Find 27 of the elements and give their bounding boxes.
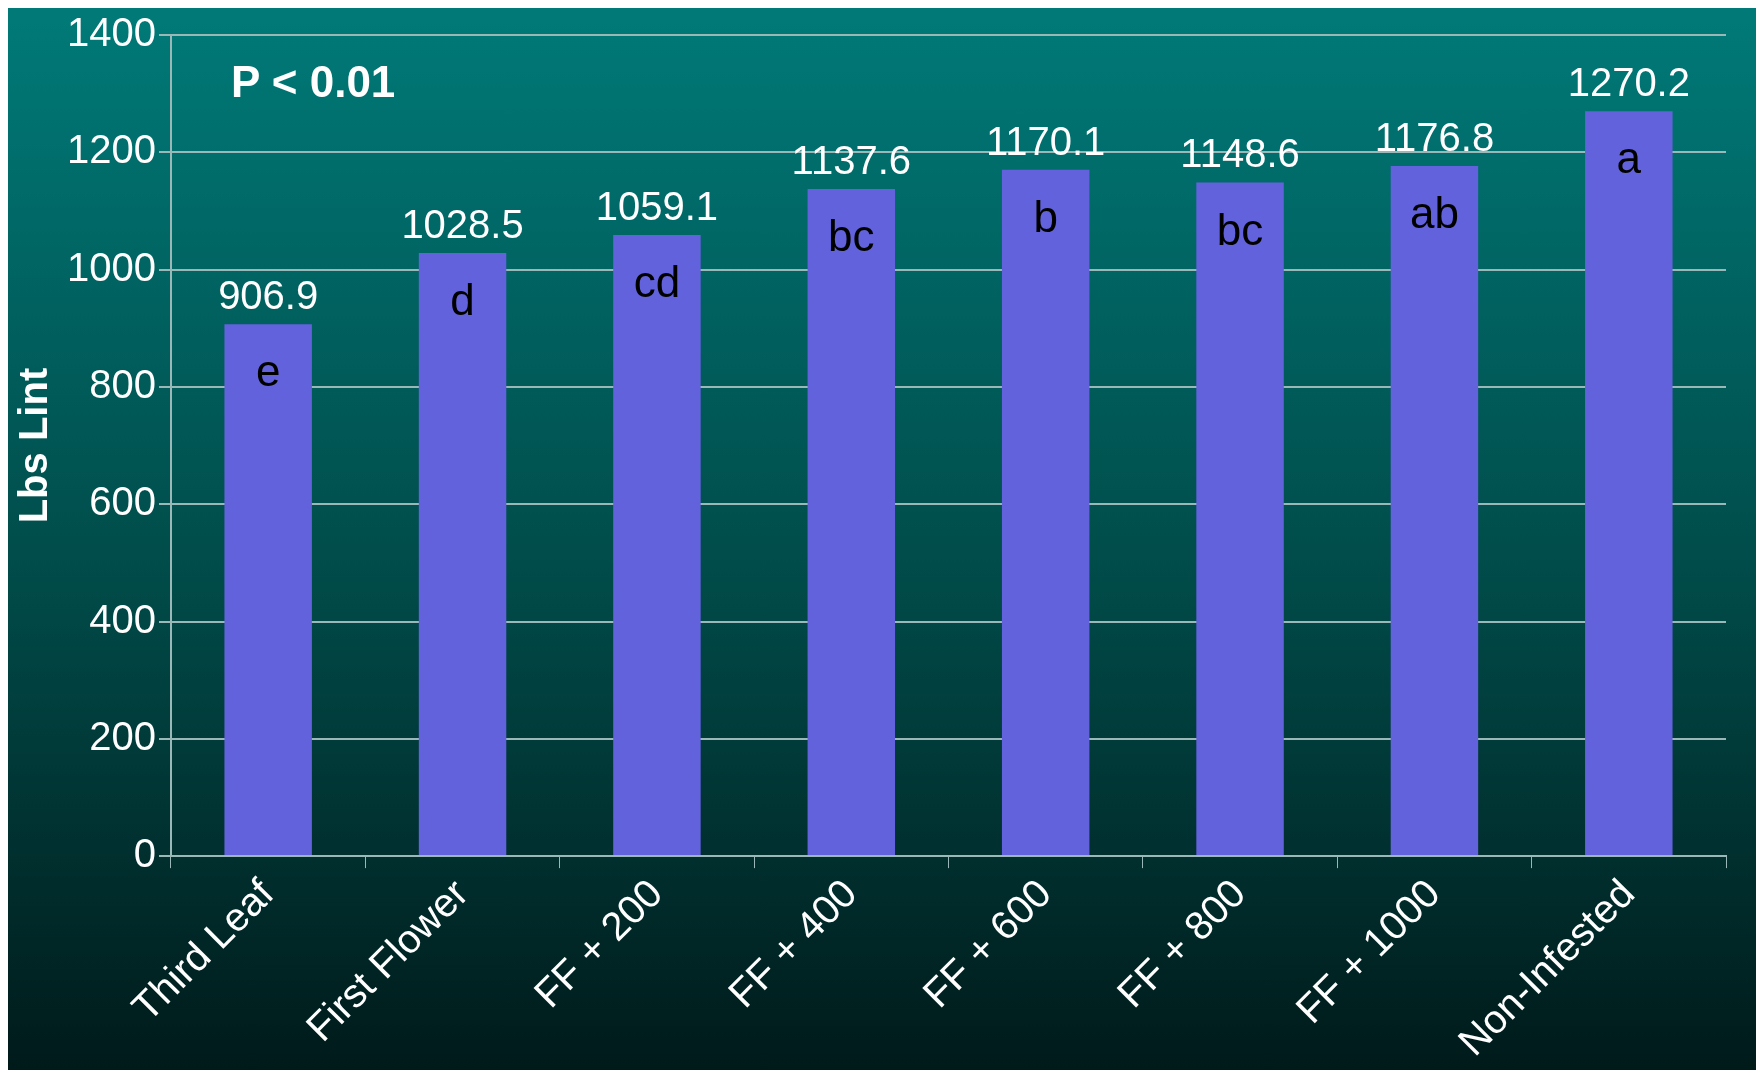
annotation: cd (633, 257, 681, 307)
y-tick-label: 400 (89, 596, 156, 641)
y-axis-title: Lbs Lint (11, 367, 56, 524)
y-tick-label: 200 (89, 713, 156, 758)
data-label: 1176.8 (1374, 114, 1495, 159)
data-label: 1028.5 (401, 201, 524, 246)
annotation: d (450, 275, 475, 325)
annotation: bc (828, 211, 875, 261)
annotation: ab (1409, 188, 1459, 238)
x-tick-label: FF + 800 (1108, 870, 1254, 1016)
y-tick-label: 600 (89, 479, 156, 524)
y-tick-label: 1400 (67, 10, 156, 55)
annotation: a (1616, 133, 1642, 183)
data-label: 1270.2 (1567, 60, 1690, 105)
data-label: 1059.1 (595, 183, 719, 228)
y-tick-label: 0 (133, 831, 156, 876)
x-tick-label: FF + 400 (719, 870, 865, 1016)
annotation: e (255, 346, 281, 396)
annotation: b (1033, 191, 1058, 241)
x-tick-label: FF + 200 (525, 870, 671, 1016)
annotation: P < 0.01 (230, 57, 396, 107)
x-tick-label: FF + 600 (914, 870, 1060, 1016)
y-tick-label: 1000 (67, 244, 156, 289)
y-tick-label: 1200 (67, 127, 156, 172)
data-label: 906.9 (218, 273, 319, 318)
annotation: bc (1216, 204, 1264, 254)
y-tick-label: 800 (89, 361, 156, 406)
